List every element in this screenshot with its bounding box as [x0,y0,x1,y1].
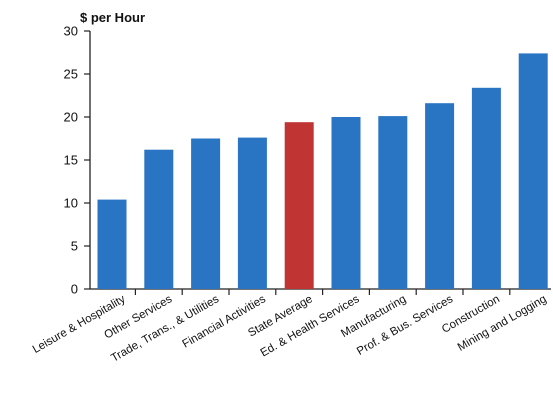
y-tick-label: 0 [71,282,78,297]
bar [471,87,501,289]
bar [97,199,127,289]
y-axis-label: $ per Hour [80,10,145,25]
bar [237,137,267,289]
bar [425,103,455,289]
y-tick-label: 20 [64,110,78,125]
bars [97,53,548,290]
y-tick-label: 30 [64,24,78,39]
category-label: Financial Activities [181,293,269,350]
y-tick-label: 5 [71,239,78,254]
bar [518,53,548,290]
y-tick-label: 25 [64,67,78,82]
bar [191,138,221,289]
bar [378,116,408,289]
bar [331,117,361,289]
bar [144,149,174,289]
y-axis-ticks: 0 5 10 15 20 25 30 [64,24,90,297]
x-axis-ticks [134,289,511,295]
bar [284,122,314,289]
y-tick-label: 15 [64,153,78,168]
y-tick-label: 10 [64,196,78,211]
category-label: Mining and Logging [456,293,549,354]
